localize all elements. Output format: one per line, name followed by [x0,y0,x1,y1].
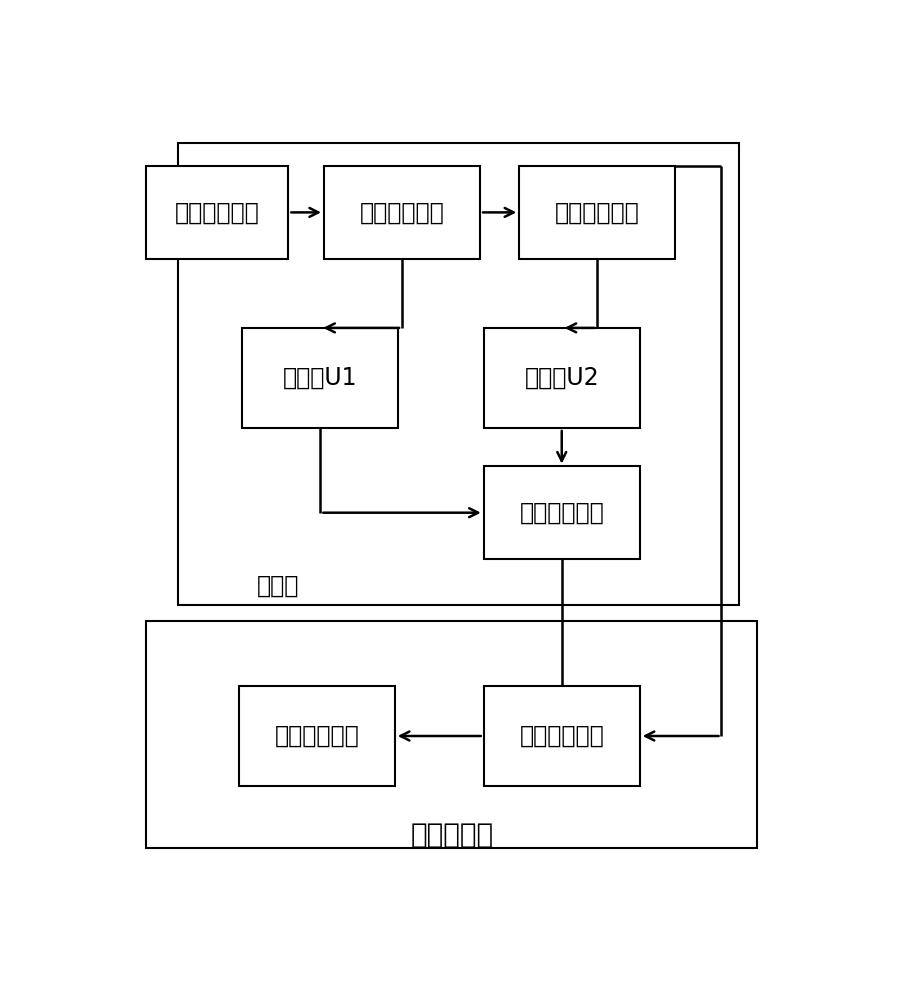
Bar [324,166,480,259]
Text: 处理输出电路: 处理输出电路 [519,724,605,748]
Bar [484,328,639,428]
Bar [242,328,398,428]
Text: 信号输入接口: 信号输入接口 [175,200,260,224]
Bar [239,686,395,786]
Bar [519,166,675,259]
Text: 反向器U2: 反向器U2 [525,366,599,390]
Bar [484,466,639,559]
Text: 信号输出接口: 信号输出接口 [275,724,359,748]
Text: 控制层: 控制层 [256,574,299,598]
Text: 信号处理层: 信号处理层 [410,821,493,849]
Bar [147,620,757,848]
Text: 稳定供电电路: 稳定供电电路 [519,501,605,525]
Bar [179,143,739,605]
Bar [484,686,639,786]
Text: 逻辑控制模块: 逻辑控制模块 [555,200,639,224]
Text: 反向器U1: 反向器U1 [283,366,357,390]
Text: 差分放大电路: 差分放大电路 [360,200,444,224]
Bar [147,166,289,259]
